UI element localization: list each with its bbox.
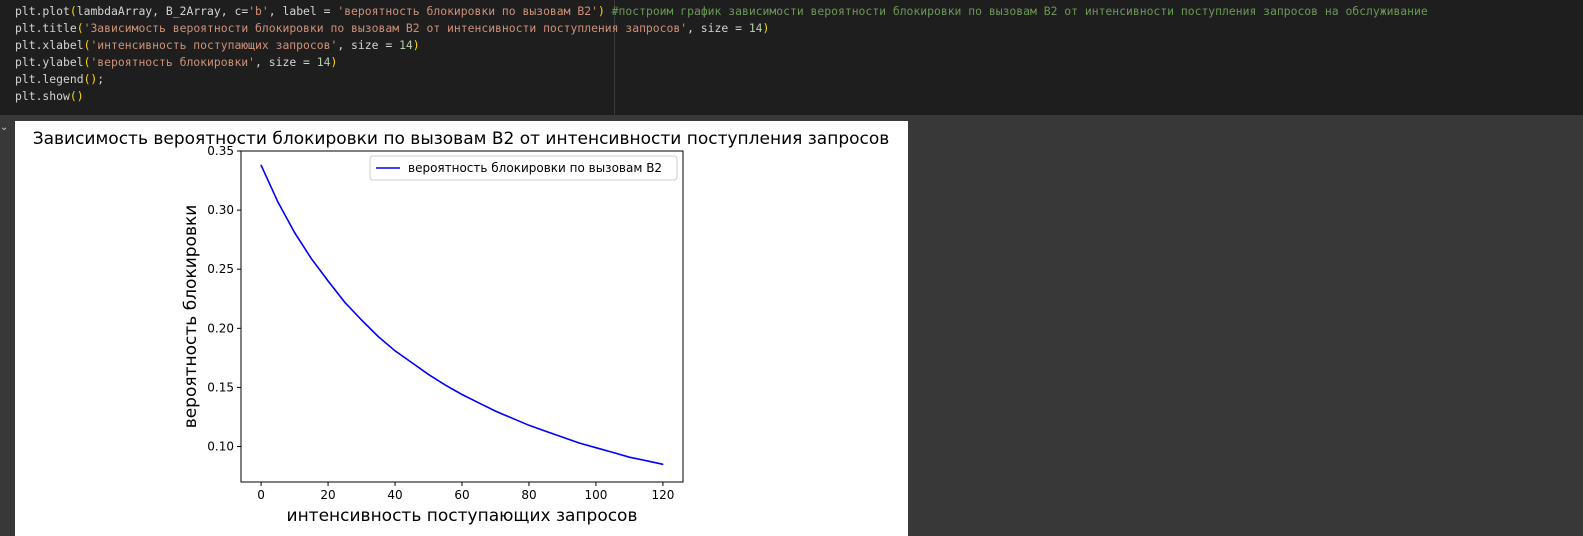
x-tick-label: 60 [454,488,469,502]
code-token: plt.show [15,89,70,103]
code-token: 'Зависимость вероятности блокировки по в… [83,21,688,35]
code-token: #построим график зависимости вероятности… [611,4,1428,18]
y-tick-label: 0.25 [207,262,234,276]
legend-box [369,155,678,181]
legend-label: вероятность блокировки по вызовам B2 [408,161,662,175]
code-token: , label = [268,4,338,18]
y-tick-label: 0.35 [207,144,234,158]
chevron-down-icon[interactable]: ⌄ [0,122,9,133]
data-point [612,451,614,454]
code-token: , size = [337,38,400,52]
code-line[interactable]: plt.xlabel('интенсивность поступающих за… [15,37,420,54]
code-token: plt.xlabel [15,38,84,52]
data-point [494,410,497,412]
x-tick-label: 20 [320,488,335,502]
code-token: 14 [316,55,331,69]
data-point [394,350,396,352]
code-token: ) [597,4,605,18]
code-token: ( [69,4,77,18]
x-tick-label: 0 [257,488,265,502]
data-point [360,319,363,321]
y-tick-label: 0.10 [207,440,234,454]
data-point [511,417,513,419]
data-point [293,231,296,234]
code-token: 'интенсивность поступающих запросов' [90,38,338,52]
code-token: ( [83,38,91,52]
code-line[interactable]: plt.plot(lambdaArray, B_2Array, c='b', l… [15,3,1428,20]
code-token: plt.legend [15,72,84,86]
code-line[interactable]: plt.legend(); [15,71,104,88]
data-point [277,201,279,203]
code-token: ) [412,38,420,52]
line-chart: Зависимость вероятности блокировки по вы… [33,129,890,526]
code-token: ; [97,72,105,86]
code-token: 'b' [248,4,269,18]
code-token: lambdaArray, B_2Array, c= [76,4,249,18]
data-point [628,456,631,458]
data-point [444,384,446,386]
x-tick-label: 80 [521,488,536,502]
code-cell[interactable]: plt.plot(lambdaArray, B_2Array, c='b', l… [0,0,1583,115]
code-token: ) [330,55,338,69]
code-line[interactable]: plt.ylabel('вероятность блокировки', siz… [15,54,337,71]
data-point [561,436,564,438]
line-length-ruler [614,0,615,115]
code-token: , size = [255,55,317,69]
data-point [411,362,413,364]
series-line [260,164,664,466]
y-tick-label: 0.30 [207,203,234,217]
y-axis-label: вероятность блокировки [181,205,201,429]
data-point [478,402,480,404]
data-point [645,460,647,462]
y-tick-label: 0.20 [207,321,234,335]
code-token: () [69,89,84,103]
data-point [260,164,262,166]
data-point [344,301,346,303]
code-token [605,4,612,18]
x-tick-label: 100 [584,488,607,502]
data-point [310,257,312,260]
plot-frame [240,150,684,483]
code-token: 'вероятность блокировки' [90,55,256,69]
data-point [427,373,430,376]
y-tick-label: 0.15 [207,380,234,394]
code-token: 14 [748,21,763,35]
data-point [545,430,547,432]
x-axis-label: интенсивность поступающих запросов [287,506,638,526]
code-token: plt.ylabel [15,55,84,69]
chart-title: Зависимость вероятности блокировки по вы… [33,129,890,149]
code-token: plt.plot [15,4,70,18]
data-point [327,280,329,282]
data-point [662,463,664,465]
chart-figure: Зависимость вероятности блокировки по вы… [15,121,908,536]
code-token: 14 [399,38,413,52]
code-token: ) [762,21,770,35]
code-token: , size = [687,21,749,35]
code-token: ( [83,55,91,69]
data-point [528,424,530,426]
code-token: ( [76,21,84,35]
x-tick-label: 40 [387,488,402,502]
code-line[interactable]: plt.show() [15,88,84,105]
code-token: plt.title [15,21,77,35]
x-tick-label: 120 [651,488,674,502]
data-point [578,442,580,444]
code-token: 'вероятность блокировки по вызовам B2' [337,4,598,18]
data-point [595,447,597,449]
code-line[interactable]: plt.title('Зависимость вероятности блоки… [15,20,769,37]
code-token: () [83,72,98,86]
data-point [377,335,379,338]
data-point [461,393,463,396]
